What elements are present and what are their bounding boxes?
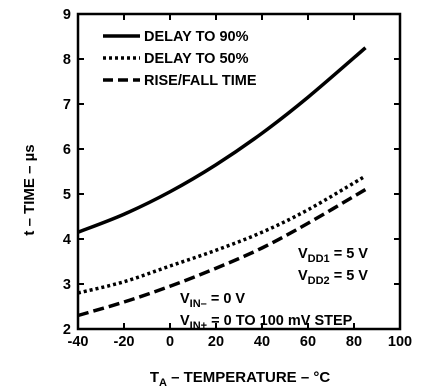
y-tick-label: 9 <box>63 7 71 23</box>
annotation-vdd1: VDD1 = 5 V <box>298 246 368 265</box>
x-tick-label: -40 <box>68 334 89 350</box>
x-tick-label: 80 <box>346 334 362 350</box>
plot-frame <box>76 12 402 331</box>
annotations: VDD1 = 5 V VDD2 = 5 V VIN– = 0 V VIN+ = … <box>180 246 368 332</box>
legend-label-delay-90: DELAY TO 90% <box>144 29 249 45</box>
series-line-3 <box>77 187 367 318</box>
x-tick-label: -20 <box>114 334 135 350</box>
legend-label-rise-fall: RISE/FALL TIME <box>144 73 257 89</box>
y-axis-label: t – TIME – µs <box>21 144 38 235</box>
x-axis-label-sub: A <box>159 377 167 389</box>
annotation-vin-minus: VIN– = 0 V <box>180 291 245 310</box>
x-tick-label: 40 <box>254 334 270 350</box>
y-tick-label: 5 <box>63 187 71 203</box>
x-axis-label-main: T <box>150 369 159 386</box>
plot-layer: 2 3 4 5 6 7 8 9 -40 -20 0 20 40 60 80 100 <box>63 7 412 350</box>
legend-label-delay-50: DELAY TO 50% <box>144 51 249 67</box>
y-tick-label: 2 <box>63 322 71 338</box>
x-tick-label: 0 <box>166 334 174 350</box>
x-tick-label: 60 <box>300 334 316 350</box>
x-axis-label-rest: – TEMPERATURE – °C <box>167 369 330 386</box>
x-tick-label: 20 <box>208 334 224 350</box>
x-tick-label: 100 <box>388 334 412 350</box>
y-tick-label: 6 <box>63 142 71 158</box>
y-tick-label: 3 <box>63 277 71 293</box>
annotation-vdd2: VDD2 = 5 V <box>298 268 368 287</box>
annotation-vin-plus: VIN+ = 0 TO 100 mV STEP <box>180 313 353 332</box>
series-line-2 <box>77 174 367 295</box>
x-axis-label: TA – TEMPERATURE – °C <box>150 369 331 389</box>
y-tick-label: 8 <box>63 52 71 68</box>
legend: DELAY TO 90% DELAY TO 50% RISE/FALL TIME <box>103 29 257 89</box>
y-tick-label: 7 <box>63 97 71 113</box>
y-tick-label: 4 <box>63 232 71 248</box>
series-line-1 <box>77 46 367 234</box>
